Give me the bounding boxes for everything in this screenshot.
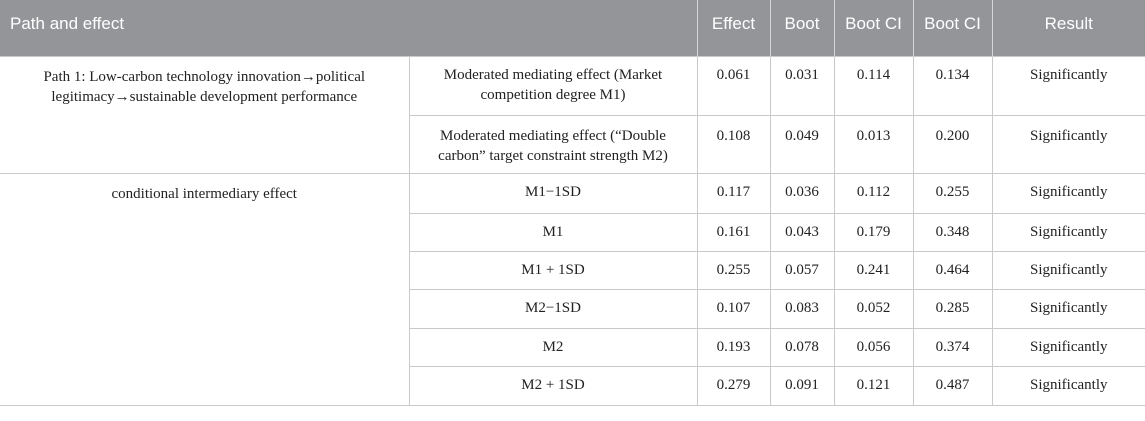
table-row: M2 0.193 0.078 0.056 0.374 Significantly	[0, 327, 1145, 367]
ci-high-cell: 0.285	[912, 288, 993, 329]
ci-high-cell: 0.348	[912, 212, 993, 252]
sub-effect-cell: Moderated mediating effect (Market compe…	[408, 55, 698, 116]
ci-high-cell: 0.374	[912, 327, 993, 367]
sub-effect-cell: M2−1SD	[409, 288, 698, 329]
result-cell: Significantly	[991, 288, 1145, 329]
ci-low-cell: 0.112	[833, 172, 914, 214]
header-path-and-effect: Path and effect	[0, 0, 697, 56]
result-cell: Significantly	[991, 327, 1145, 367]
ci-high-cell: 0.200	[912, 114, 993, 174]
sub-effect-cell: M1 + 1SD	[409, 250, 698, 290]
effect-cell: 0.193	[696, 327, 771, 367]
ci-low-cell: 0.114	[833, 55, 914, 116]
boot-cell: 0.091	[769, 365, 835, 406]
boot-cell: 0.036	[769, 172, 835, 214]
boot-cell: 0.057	[769, 250, 835, 290]
ci-high-cell: 0.134	[912, 55, 993, 116]
sub-effect-cell: M2 + 1SD	[409, 365, 698, 406]
result-cell: Significantly	[991, 172, 1145, 214]
sub-effect-cell: M2	[409, 327, 698, 367]
header-boot-ci-upper: Boot CI	[912, 0, 992, 56]
results-table: Path and effect Effect Boot Boot CI Boot…	[0, 0, 1145, 406]
effect-cell: 0.108	[696, 114, 771, 174]
ci-low-cell: 0.052	[833, 288, 914, 329]
boot-cell: 0.049	[769, 114, 835, 174]
ci-low-cell: 0.241	[833, 250, 914, 290]
boot-cell: 0.078	[769, 327, 835, 367]
effect-cell: 0.107	[696, 288, 771, 329]
header-result: Result	[991, 0, 1145, 56]
boot-cell: 0.031	[769, 55, 835, 116]
header-effect: Effect	[696, 0, 770, 56]
table-row: Path 1: Low-carbon technology innovation…	[0, 55, 1145, 174]
boot-cell: 0.043	[769, 212, 835, 252]
effect-cell: 0.161	[696, 212, 771, 252]
effect-cell: 0.117	[696, 172, 771, 214]
result-cell: Significantly	[991, 55, 1145, 116]
table-row: Moderated mediating effect (“Double carb…	[0, 114, 1145, 174]
result-cell: Significantly	[991, 114, 1145, 174]
effect-cell: 0.279	[696, 365, 771, 406]
table-row: conditional intermediary effect M1−1SD 0…	[0, 172, 1145, 406]
ci-high-cell: 0.487	[912, 365, 993, 406]
boot-cell: 0.083	[769, 288, 835, 329]
sub-effect-cell: Moderated mediating effect (“Double carb…	[409, 114, 698, 174]
result-cell: Significantly	[991, 212, 1145, 252]
effect-cell: 0.255	[696, 250, 771, 290]
effect-cell: 0.061	[696, 55, 771, 116]
result-cell: Significantly	[991, 250, 1145, 290]
ci-low-cell: 0.179	[833, 212, 914, 252]
table-row: M2 + 1SD 0.279 0.091 0.121 0.487 Signifi…	[0, 365, 1145, 406]
result-cell: Significantly	[991, 365, 1145, 406]
header-row: Path and effect Effect Boot Boot CI Boot…	[0, 0, 1145, 56]
sub-effect-cell: M1	[409, 212, 698, 252]
header-boot: Boot	[769, 0, 834, 56]
ci-low-cell: 0.056	[833, 327, 914, 367]
ci-low-cell: 0.013	[833, 114, 914, 174]
ci-low-cell: 0.121	[833, 365, 914, 406]
ci-high-cell: 0.464	[912, 250, 993, 290]
sub-effect-cell: M1−1SD	[408, 172, 698, 214]
ci-high-cell: 0.255	[912, 172, 993, 214]
table-row: M1 + 1SD 0.255 0.057 0.241 0.464 Signifi…	[0, 250, 1145, 290]
group-label: Path 1: Low-carbon technology innovation…	[0, 55, 410, 174]
header-boot-ci-lower: Boot CI	[833, 0, 913, 56]
group-label: conditional intermediary effect	[0, 172, 410, 406]
